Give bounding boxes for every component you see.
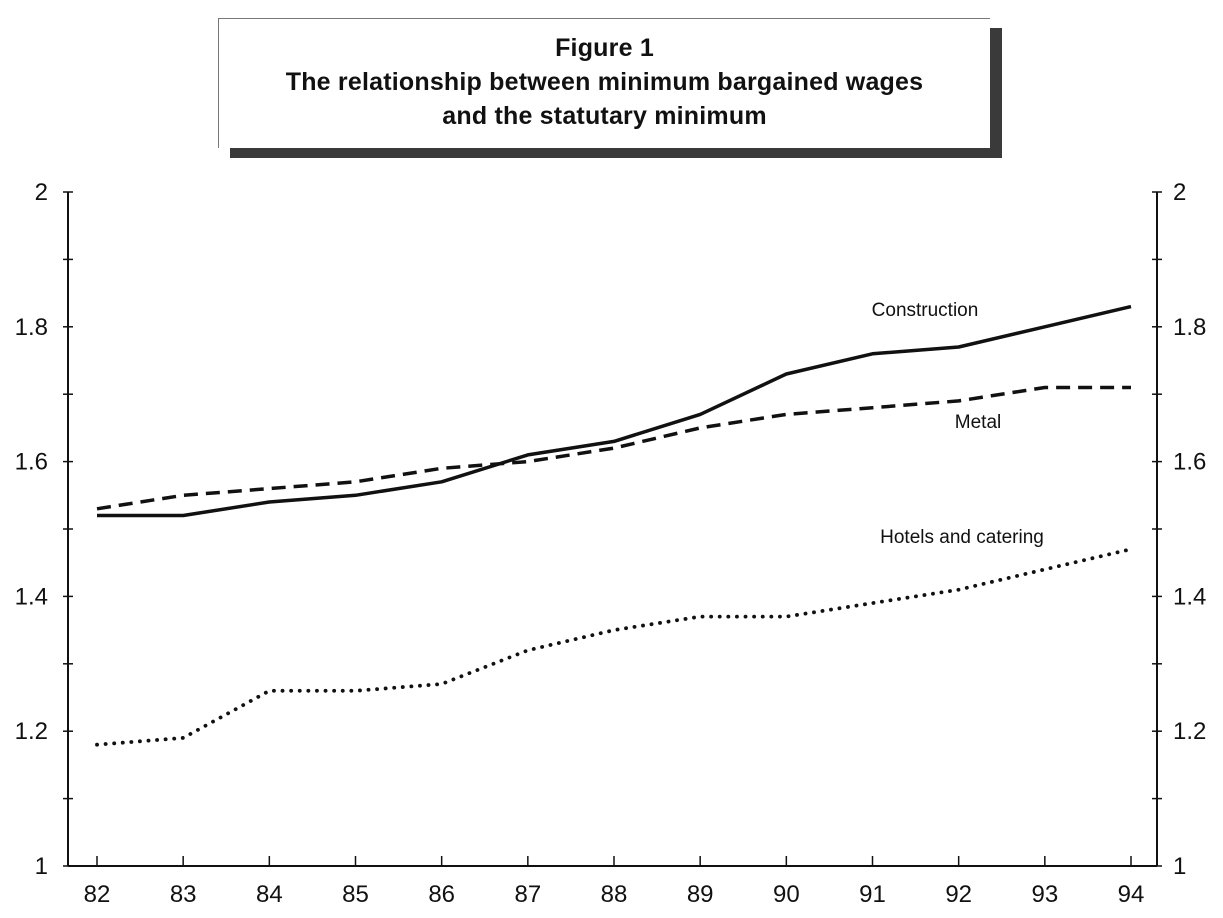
y-tick-label-left: 1 <box>35 853 48 880</box>
y-tick-label-left: 1.2 <box>15 718 48 745</box>
x-tick-label: 90 <box>773 881 800 908</box>
y-tick-label-left: 2 <box>35 179 48 206</box>
chart-subtitle-line-1: The relationship between minimum bargain… <box>285 68 924 96</box>
x-tick-label: 83 <box>170 881 197 908</box>
y-tick-label-right: 1 <box>1173 853 1186 880</box>
x-tick-label: 85 <box>342 881 369 908</box>
series-label-hotels-and-catering: Hotels and catering <box>880 527 1044 548</box>
series-line-construction <box>97 304 1132 518</box>
y-tick-label-right: 1.6 <box>1173 449 1206 476</box>
y-tick-label-left: 1.4 <box>15 583 48 610</box>
x-tick-label: 84 <box>256 881 283 908</box>
x-tick-label: 91 <box>859 881 886 908</box>
series-line-hotels-and-catering <box>95 547 1133 747</box>
x-tick-label: 92 <box>945 881 972 908</box>
y-tick-label-right: 1.4 <box>1173 583 1206 610</box>
x-tick-label: 87 <box>514 881 541 908</box>
chart-title-box: Figure 1 The relationship between minimu… <box>218 18 990 148</box>
x-tick-label: 93 <box>1031 881 1058 908</box>
x-tick-label: 88 <box>601 881 628 908</box>
x-tick-label: 94 <box>1118 881 1145 908</box>
y-tick-label-right: 2 <box>1173 179 1186 206</box>
series-line-metal <box>96 385 1131 511</box>
chart-subtitle-line-2: and the statutary minimum <box>442 102 767 130</box>
x-tick-label: 89 <box>687 881 714 908</box>
y-tick-label-right: 1.8 <box>1173 314 1206 341</box>
y-tick-label-left: 1.8 <box>15 314 48 341</box>
y-tick-label-left: 1.6 <box>15 449 48 476</box>
series-label-construction: Construction <box>872 300 979 321</box>
y-tick-label-right: 1.2 <box>1173 718 1206 745</box>
series-label-metal: Metal <box>955 412 1001 433</box>
x-tick-label: 82 <box>84 881 111 908</box>
chart-title: Figure 1 <box>555 34 654 62</box>
x-tick-label: 86 <box>428 881 455 908</box>
